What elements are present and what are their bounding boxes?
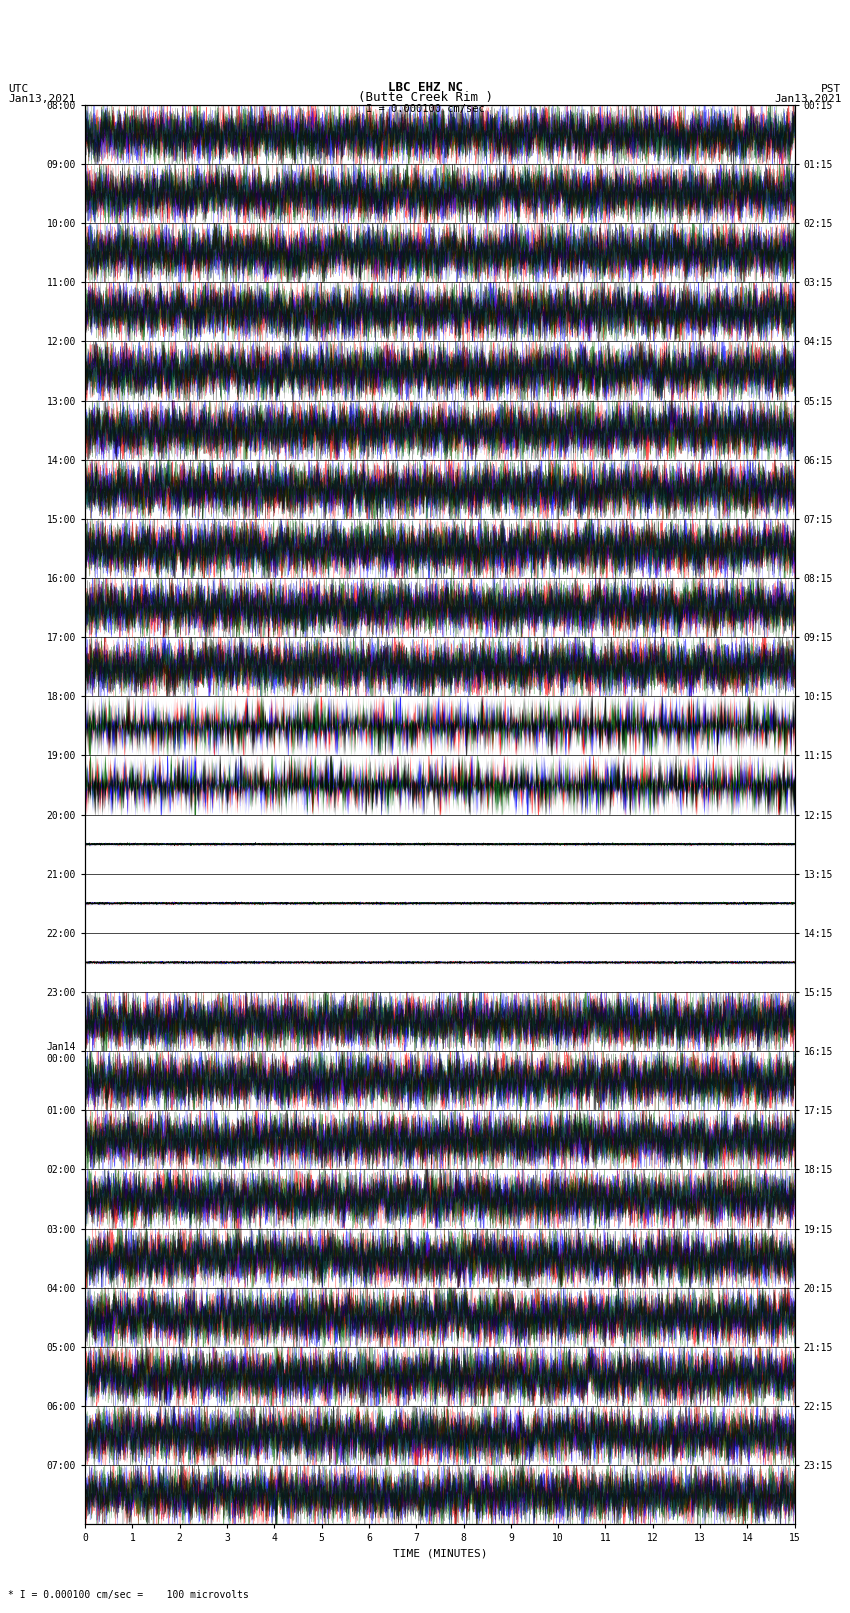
Text: Jan13,2021: Jan13,2021 <box>8 94 76 105</box>
Text: UTC: UTC <box>8 84 29 94</box>
Text: Jan13,2021: Jan13,2021 <box>774 94 842 105</box>
Text: (Butte Creek Rim ): (Butte Creek Rim ) <box>358 90 492 105</box>
Text: * I = 0.000100 cm/sec =    100 microvolts: * I = 0.000100 cm/sec = 100 microvolts <box>8 1590 249 1600</box>
Text: PST: PST <box>821 84 842 94</box>
X-axis label: TIME (MINUTES): TIME (MINUTES) <box>393 1548 487 1558</box>
Text: I = 0.000100 cm/sec: I = 0.000100 cm/sec <box>366 103 484 113</box>
Text: LBC EHZ NC: LBC EHZ NC <box>388 81 462 94</box>
